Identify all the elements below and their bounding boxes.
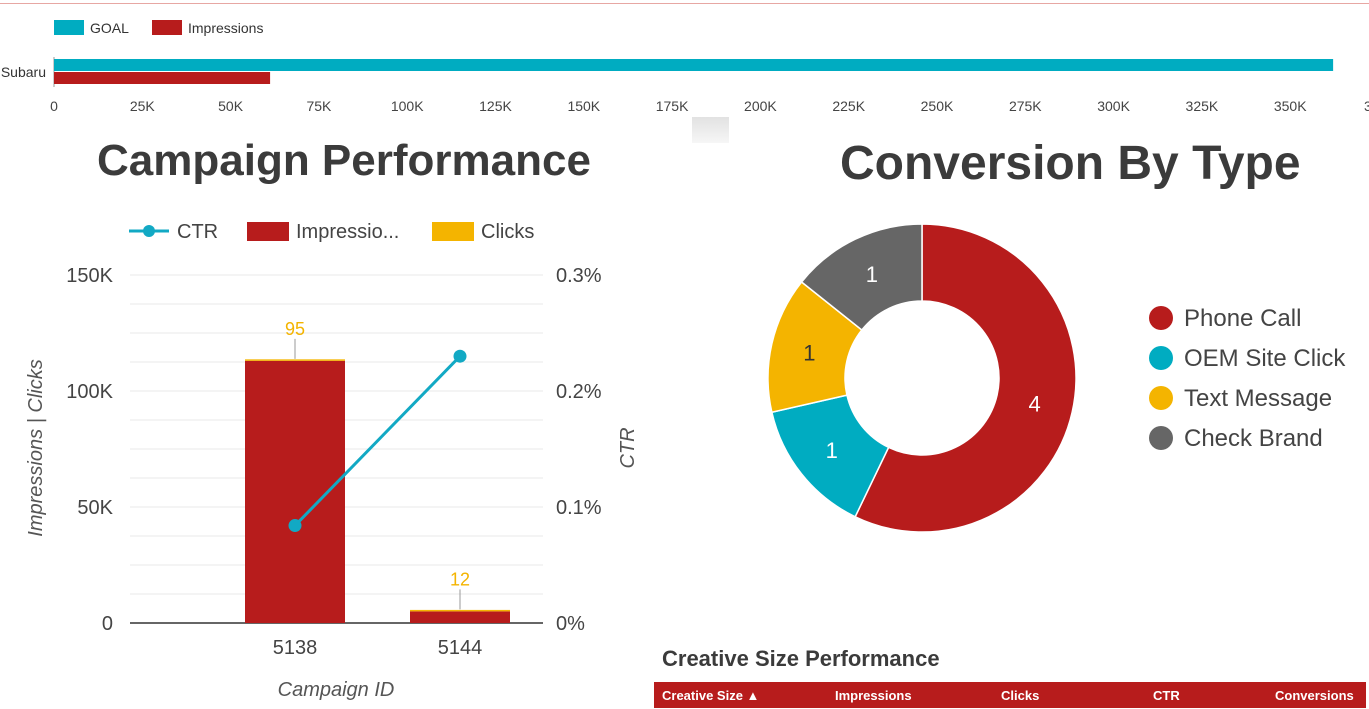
donut-data-label-oem-site-click: 1 [826, 438, 838, 463]
y-axis-title: Impressions | Clicks [25, 359, 47, 536]
x-axis-title: Campaign ID [278, 679, 395, 701]
legend-dot-oem-site-click [1149, 346, 1173, 370]
x-tick-label-5138: 5138 [273, 637, 318, 659]
y2-tick-label: 0.1% [556, 497, 602, 519]
ctr-point-5138 [288, 519, 302, 533]
legend-dot-phone-call [1149, 306, 1173, 330]
x-tick-label: 325K [1186, 98, 1219, 114]
col-ctr[interactable]: CTR [1153, 688, 1180, 703]
legend-label-text-message: Text Message [1184, 385, 1332, 412]
bar-clicks-5138 [245, 359, 345, 361]
donut-slice-phone-call [854, 223, 1077, 533]
campaign-performance-title: Campaign Performance [97, 136, 591, 185]
x-tick-label: 250K [921, 98, 954, 114]
legend-swatch-impressions [247, 222, 289, 241]
x-tick-label: 50K [218, 98, 244, 114]
legend-label-ctr: CTR [177, 221, 218, 243]
legend-ctr-marker [143, 225, 155, 237]
creative-size-table-header: Creative Size ▲ Impressions Clicks CTR C… [654, 682, 1366, 708]
legend-label-oem-site-click: OEM Site Click [1184, 345, 1346, 372]
category-label-subaru: Subaru [1, 64, 46, 80]
x-tick-label: 225K [832, 98, 865, 114]
y2-axis-title: CTR [617, 427, 639, 468]
x-tick-label: 200K [744, 98, 777, 114]
y2-tick-label: 0.3% [556, 265, 602, 287]
legend-dot-text-message [1149, 386, 1173, 410]
legend-label-clicks: Clicks [481, 221, 534, 243]
col-conversions[interactable]: Conversions [1275, 688, 1354, 703]
legend-label-phone-call: Phone Call [1184, 305, 1301, 332]
x-tick-label: 350K [1274, 98, 1307, 114]
x-tick-label: 175K [656, 98, 689, 114]
x-tick-label: 125K [479, 98, 512, 114]
donut-data-label-text-message: 1 [803, 340, 815, 365]
top-divider [0, 3, 1369, 4]
legend-swatch-impressions [152, 20, 182, 35]
bar-goal [54, 59, 1334, 71]
clicks-data-label-5138: 95 [285, 319, 305, 339]
y-tick-label: 50K [77, 497, 113, 519]
x-tick-label: 25K [130, 98, 156, 114]
y-tick-label: 150K [66, 265, 113, 287]
col-impressions[interactable]: Impressions [835, 688, 912, 703]
legend-label-impressions: Impressions [188, 20, 263, 36]
scroll-thumb[interactable] [692, 117, 729, 143]
legend-label-check-brand: Check Brand [1184, 425, 1323, 452]
legend-swatch-goal [54, 20, 84, 35]
donut-slice-check-brand [800, 223, 923, 332]
ctr-line [293, 355, 462, 527]
col-clicks[interactable]: Clicks [1001, 688, 1040, 703]
clicks-data-label-5144: 12 [450, 569, 470, 589]
bar-impressions [54, 72, 271, 84]
x-tick-label: 100K [391, 98, 424, 114]
bar-impressions-5144 [410, 611, 510, 623]
donut-data-label-check-brand: 1 [866, 262, 878, 287]
conversion-by-type-title: Conversion By Type [840, 137, 1301, 190]
x-tick-label-5144: 5144 [438, 637, 483, 659]
y-tick-label: 100K [66, 381, 113, 403]
y2-tick-label: 0% [556, 613, 585, 635]
x-tick-label: 300K [1097, 98, 1130, 114]
legend-label-impressions: Impressio... [296, 221, 399, 243]
legend-label-goal: GOAL [90, 20, 129, 36]
y-tick-label: 0 [102, 613, 113, 635]
creative-size-performance-title: Creative Size Performance [662, 646, 940, 671]
ctr-point-5144 [453, 349, 467, 363]
x-tick-label: 0 [50, 98, 58, 114]
legend-swatch-clicks [432, 222, 474, 241]
bar-clicks-5144 [410, 609, 510, 612]
x-tick-label: 3 [1364, 98, 1369, 114]
bar-impressions-5138 [245, 360, 345, 623]
x-tick-label: 275K [1009, 98, 1042, 114]
donut-data-label-phone-call: 4 [1028, 392, 1040, 417]
x-tick-label: 150K [567, 98, 600, 114]
legend-dot-check-brand [1149, 426, 1173, 450]
col-creative-size[interactable]: Creative Size ▲ [662, 688, 760, 703]
x-tick-label: 75K [306, 98, 332, 114]
y2-tick-label: 0.2% [556, 381, 602, 403]
